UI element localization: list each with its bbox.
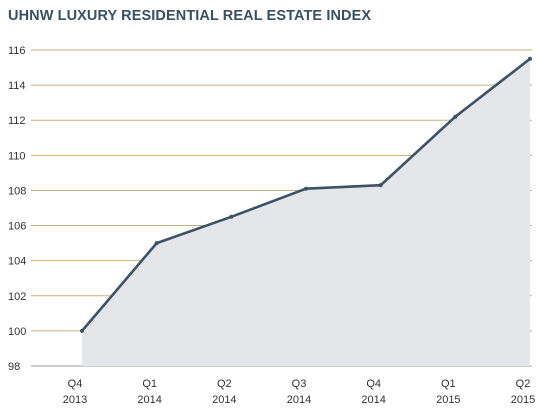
x-tick-year: 2014 [137,394,161,406]
x-tick-year: 2013 [63,394,87,406]
x-tick-year: 2015 [436,394,460,406]
y-tick-label: 114 [8,80,26,92]
y-tick-label: 112 [8,115,26,127]
data-point [453,114,458,119]
x-axis-ticks: Q4 2013 Q1 2014 Q2 2014 Q3 2014 Q4 2014 Q1 2015 Q2 20… [63,378,535,406]
x-tick-quarter: Q1 [142,378,157,390]
y-tick-label: 100 [8,326,26,338]
x-tick-year: 2014 [212,394,236,406]
x-tick-quarter: Q4 [366,378,381,390]
x-tick-year: 2014 [361,394,385,406]
area-fill [82,58,530,367]
chart-title: UHNW LUXURY RESIDENTIAL REAL ESTATE INDE… [8,8,372,24]
y-tick-label: 104 [8,256,26,268]
data-point [154,241,159,246]
x-tick-year: 2014 [287,394,311,406]
data-point [528,56,532,61]
y-tick-label: 106 [8,221,26,233]
x-tick-quarter: Q3 [292,378,307,390]
y-tick-label: 102 [8,291,26,303]
x-tick-quarter: Q1 [441,378,456,390]
y-tick-label: 98 [8,361,20,373]
y-axis-ticks: 98 100 102 104 106 108 110 112 114 116 [8,45,26,373]
data-point [378,183,383,188]
data-point [229,214,234,219]
y-tick-label: 110 [8,150,26,162]
data-point [80,328,84,333]
y-tick-label: 108 [8,185,26,197]
y-tick-label: 116 [8,45,26,57]
data-point [304,186,308,191]
x-tick-quarter: Q2 [217,378,232,390]
x-tick-quarter: Q4 [68,378,83,390]
x-tick-year: 2015 [511,394,535,406]
x-tick-quarter: Q2 [516,378,531,390]
